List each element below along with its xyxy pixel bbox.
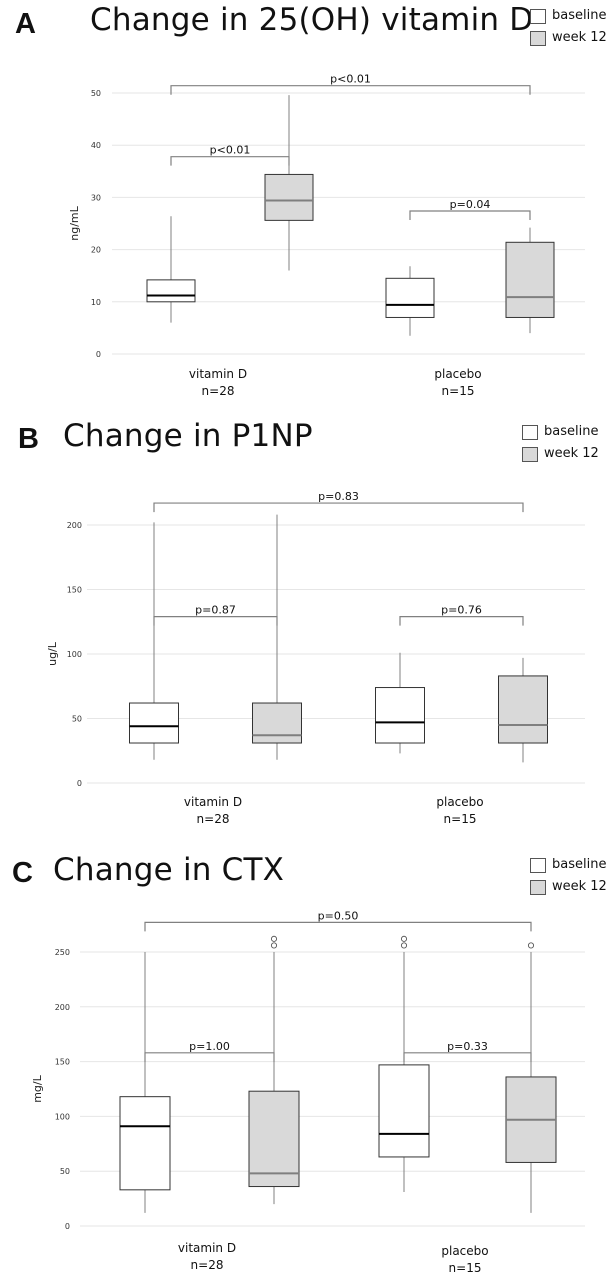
legend-swatch-baseline <box>530 858 546 873</box>
significance-bracket <box>144 921 532 932</box>
significance-bracket <box>153 502 524 513</box>
legend-label-week12: week 12 <box>544 446 599 461</box>
box-week12 <box>252 702 302 744</box>
significance-bracket <box>144 1052 275 1062</box>
y-tick-label: 200 <box>55 1003 70 1012</box>
box-week12 <box>264 173 314 221</box>
significance-bracket <box>170 85 531 95</box>
panel-letter: A <box>15 8 36 40</box>
p-value-label: p=0.04 <box>450 198 491 211</box>
y-tick-label: 30 <box>91 193 101 202</box>
p-value-label: p=0.87 <box>195 604 236 617</box>
box-baseline <box>129 702 179 744</box>
y-axis-label: ng/mL <box>68 205 81 240</box>
y-tick-label: 20 <box>91 246 101 255</box>
legend-swatch-baseline <box>522 425 538 440</box>
y-axis-label: ug/L <box>46 641 59 666</box>
outlier-point <box>400 935 408 942</box>
box-baseline <box>378 1064 430 1158</box>
legend-label-baseline: baseline <box>552 857 607 872</box>
legend-swatch-week12 <box>530 31 546 46</box>
p-value-label: p=1.00 <box>189 1040 230 1053</box>
y-tick-label: 0 <box>96 350 101 359</box>
y-tick-label: 100 <box>67 650 82 659</box>
legend-swatch-week12 <box>522 447 538 462</box>
panel-a: A Change in 25(OH) vitamin D baseline we… <box>0 0 612 405</box>
category-label-placebo: placebo n=15 <box>441 1244 489 1275</box>
outlier-point <box>270 942 278 949</box>
box-week12 <box>505 241 555 318</box>
box-plot: 0 50 100 150 200 250 mg/L p=0.50 p=1.00 p=0.33 <box>31 909 585 1231</box>
legend-label-week12: week 12 <box>552 30 607 45</box>
y-tick-label: 150 <box>55 1058 70 1067</box>
outlier-point <box>400 942 408 949</box>
y-tick-label: 40 <box>91 141 101 150</box>
p-value-label: p=0.33 <box>447 1040 488 1053</box>
significance-bracket <box>153 615 278 626</box>
chart-title: Change in 25(OH) vitamin D <box>90 2 534 38</box>
y-tick-label: 10 <box>91 298 101 307</box>
p-value-label: p<0.01 <box>330 73 371 86</box>
chart-title: Change in P1NP <box>63 418 313 454</box>
y-tick-label: 0 <box>65 1222 70 1231</box>
y-tick-label: 150 <box>67 586 82 595</box>
outlier-point <box>270 935 278 942</box>
y-tick-label: 50 <box>91 89 101 98</box>
y-tick-label: 250 <box>55 948 70 957</box>
box-week12 <box>498 675 548 744</box>
box-baseline <box>119 1096 171 1191</box>
significance-bracket <box>409 210 531 220</box>
category-label-placebo: placebo n=15 <box>436 795 484 826</box>
legend-label-week12: week 12 <box>552 879 607 894</box>
box-baseline <box>146 279 196 303</box>
outlier-point <box>527 942 535 949</box>
panel-letter: C <box>12 857 33 889</box>
y-tick-label: 100 <box>55 1112 70 1121</box>
p-value-label: p<0.01 <box>210 144 251 157</box>
y-tick-label: 0 <box>77 779 82 788</box>
box-plot: 0 10 20 30 40 50 ng/mL p<0.01 p<0.01 p=0.04 <box>68 73 585 359</box>
box-week12 <box>248 1090 300 1188</box>
p-value-label: p=0.50 <box>318 909 359 922</box>
significance-bracket <box>399 615 524 626</box>
y-tick-label: 50 <box>72 715 82 724</box>
box-baseline <box>385 277 435 318</box>
y-axis-label: mg/L <box>31 1074 44 1102</box>
box-baseline <box>375 687 425 744</box>
chart-title: Change in CTX <box>53 852 285 888</box>
category-label-placebo: placebo n=15 <box>434 367 482 398</box>
significance-bracket <box>170 156 290 166</box>
panel-letter: B <box>18 423 39 455</box>
legend-swatch-week12 <box>530 880 546 895</box>
legend-label-baseline: baseline <box>552 8 607 23</box>
legend-label-baseline: baseline <box>544 424 599 439</box>
panel-c: C Change in CTX baseline week 12 0 50 100 1… <box>0 840 612 1275</box>
significance-bracket <box>403 1052 532 1062</box>
y-tick-label: 200 <box>67 521 82 530</box>
box-plot: 0 50 100 150 200 ug/L p=0.83 p=0.87 p=0.76 <box>46 490 585 788</box>
p-value-label: p=0.83 <box>318 490 359 503</box>
panel-b: B Change in P1NP baseline week 12 0 50 100… <box>0 410 612 830</box>
legend-swatch-baseline <box>530 9 546 24</box>
p-value-label: p=0.76 <box>441 604 482 617</box>
y-tick-label: 50 <box>60 1167 70 1176</box>
